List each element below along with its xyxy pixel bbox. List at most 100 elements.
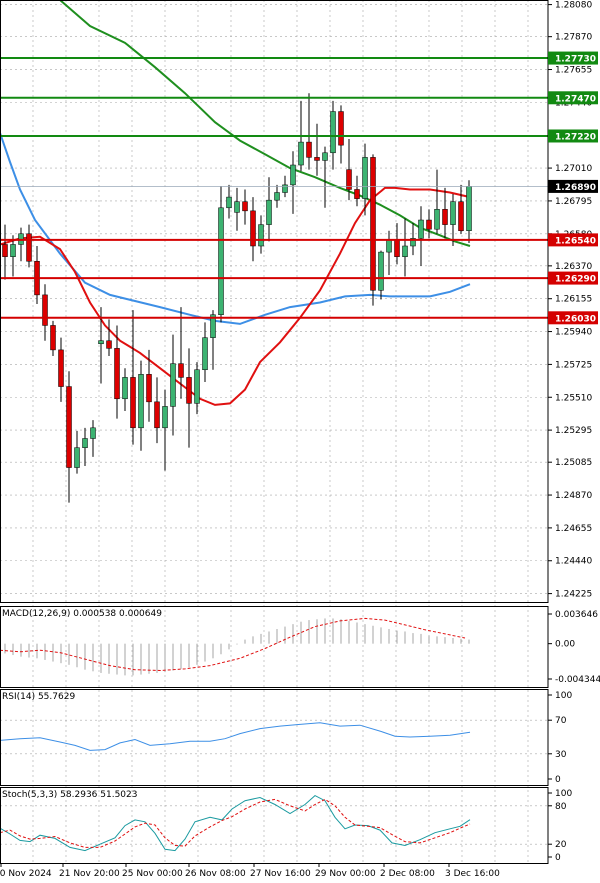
macd-tick-label: 0.003646 [555,610,598,620]
red-level-tag [548,271,598,285]
level-label: 1.26290 [555,275,596,285]
bull-candle [274,192,280,201]
red-level-tag [548,311,598,325]
x-tick-label: 3 Dec 16:00 [445,869,500,879]
current-price-tag [548,179,598,193]
y-tick-label: 1.27010 [555,164,592,174]
bear-candle [346,169,352,190]
stoch-title: Stoch(5,3,3) 58.2936 51.5023 [2,790,137,800]
stoch-tick-label: 100 [555,789,572,799]
y-tick-label: 1.24440 [555,557,592,567]
ma-mid-line [0,186,471,406]
bear-candle [130,377,136,429]
bear-candle [178,363,184,378]
bear-candle [50,325,56,351]
pane-frames [0,0,549,864]
bear-candle [442,209,448,225]
bull-candle [82,438,88,448]
price-pane [0,0,548,503]
bull-candle [210,314,216,338]
rsi-tick-label: 0 [555,775,561,785]
y-tick-label: 1.24655 [555,524,592,534]
rsi-tick-label: 30 [555,750,567,760]
x-tick-label: 27 Nov 16:00 [250,869,311,879]
rsi-tick-label: 70 [555,716,567,726]
bear-candle [426,219,432,230]
bull-candle [98,340,104,345]
x-tick-label: 25 Nov 00:00 [122,869,183,879]
stoch-signal-line [0,798,471,848]
bull-candle [290,164,296,186]
bull-candle [330,111,336,154]
bull-candle [170,363,176,407]
macd-tick-label: 0.00 [555,640,575,650]
stoch-tick-label: 80 [555,802,567,812]
bull-candle [410,238,416,247]
bull-candle [434,209,440,230]
bull-candle [386,239,392,253]
pane-frame [0,787,549,864]
bear-candle [370,157,376,291]
x-tick-label: 29 Nov 00:00 [315,869,376,879]
y-tick-label: 1.28080 [555,1,592,11]
stoch-tick-label: 0 [555,853,561,863]
bear-candle [338,111,344,146]
y-tick-label: 1.25085 [555,458,592,468]
bear-candle [26,233,32,262]
bull-candle [450,201,456,225]
level-label: 1.26540 [555,236,596,246]
y-tick-label: 1.25725 [555,360,592,370]
bull-candle [362,157,368,199]
level-label: 1.26030 [555,314,596,324]
bull-candle [218,207,224,316]
rsi-tick-label: 100 [555,691,572,701]
current-price-label: 1.26890 [555,183,596,193]
rsi-line [0,722,471,751]
bull-candle [402,245,408,257]
bull-candle [138,374,144,429]
bear-candle [42,294,48,326]
red-level-tag [548,233,598,247]
bear-candle [58,349,64,387]
bull-candle [258,224,264,247]
level-label: 1.27220 [555,132,596,142]
x-tick-label: 21 Nov 20:00 [59,869,120,879]
bull-candle [162,406,168,429]
bull-candle [74,447,80,468]
bull-candle [194,369,200,404]
bear-candle [106,340,112,349]
level-label: 1.27730 [555,55,596,65]
ma-slow-line [0,132,471,325]
bull-candle [226,196,232,209]
bear-candle [2,244,8,257]
y-tick-label: 1.26155 [555,295,592,305]
bull-candle [266,199,272,225]
x-tick-label: 26 Nov 08:00 [185,869,246,879]
bull-candle [282,184,288,193]
bear-candle [66,386,72,468]
bull-candle [418,219,424,239]
bull-candle [90,427,96,439]
chart-grid [0,0,548,863]
y-tick-label: 1.25295 [555,426,592,436]
bear-candle [314,157,320,161]
bear-candle [146,374,152,403]
green-level-tag [548,129,598,143]
bull-candle [378,251,384,291]
bull-candle [466,186,472,231]
bull-candle [202,337,208,371]
y-tick-label: 1.24225 [555,590,592,600]
x-tick-label: 2 Dec 08:00 [380,869,435,879]
bear-candle [394,239,400,257]
macd-signal-line [0,617,466,672]
bear-candle [354,189,360,199]
bear-candle [250,210,256,247]
stoch-tick-label: 20 [555,840,567,850]
green-level-tag [548,51,598,65]
y-tick-label: 1.25510 [555,393,592,403]
pane-frame [0,689,549,786]
bear-candle [114,348,120,400]
pane-frame [0,0,549,603]
